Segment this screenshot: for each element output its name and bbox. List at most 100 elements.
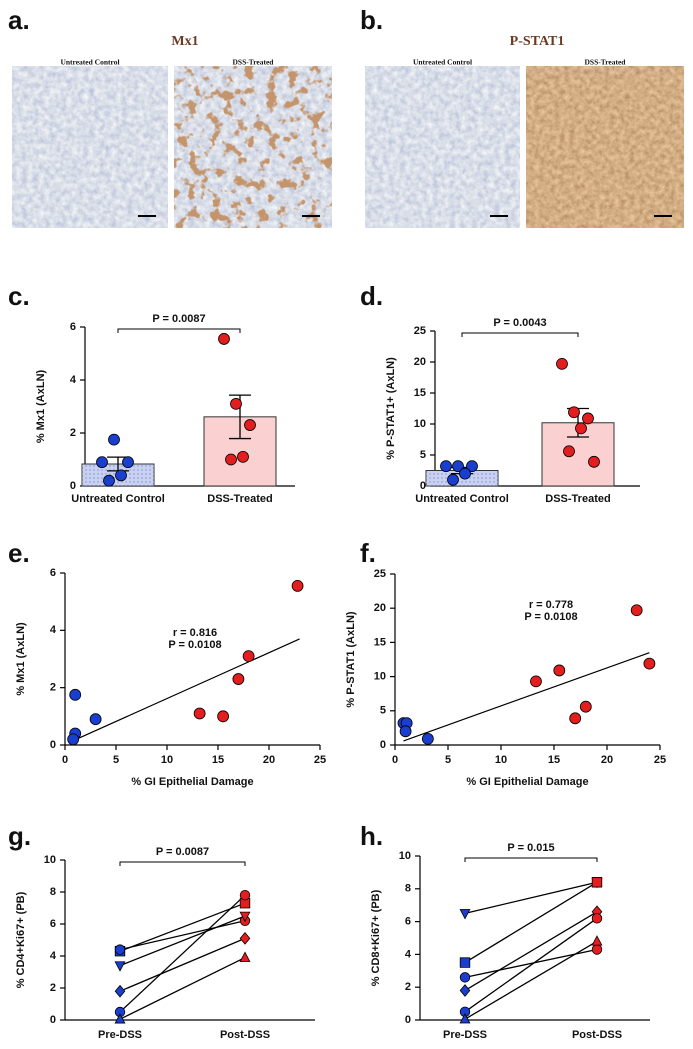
micrograph [365, 66, 520, 228]
data-point [291, 580, 304, 592]
data-point [122, 456, 134, 469]
y-tick-label: 10 [414, 418, 426, 430]
data-point [114, 984, 126, 998]
data-point [459, 972, 471, 983]
pair-line [464, 940, 598, 1020]
data-point [239, 951, 251, 962]
data-point [230, 397, 242, 410]
data-point [591, 913, 603, 924]
pair-line [119, 915, 246, 967]
x-tick-label: Pre-DSS [443, 1029, 487, 1041]
x-tick-label: 25 [314, 754, 326, 766]
data-point [563, 445, 575, 458]
data-point [579, 700, 592, 713]
y-tick-label: 2 [50, 682, 56, 694]
data-point [218, 333, 230, 345]
significance-bracket [119, 861, 246, 866]
annotation: P = 0.0108 [524, 611, 577, 623]
data-point [591, 877, 603, 888]
image-caption: Untreated Control [60, 58, 119, 67]
image-caption: DSS-Treated [233, 58, 275, 67]
data-point [459, 467, 471, 480]
pair-line [464, 917, 598, 1013]
data-point [115, 469, 127, 482]
y-tick-label: 6 [50, 918, 56, 930]
pair-line [119, 937, 246, 992]
y-tick-label: 8 [50, 886, 56, 898]
data-point [459, 1013, 471, 1024]
p-value: P = 0.0087 [152, 313, 205, 325]
x-tick-label: 5 [445, 754, 451, 766]
pair-line [464, 881, 598, 915]
y-axis-label: % P-STAT1+ (AxLN) [385, 357, 397, 460]
data-point [114, 944, 126, 955]
data-point [630, 604, 643, 617]
y-tick-label: 6 [70, 321, 76, 333]
fit-line [72, 638, 300, 742]
x-tick-label: 15 [212, 754, 224, 766]
y-tick-label: 4 [405, 948, 412, 960]
data-point [459, 909, 471, 920]
x-tick-label: 0 [392, 754, 398, 766]
y-tick-label: 25 [374, 568, 386, 580]
data-point [568, 406, 580, 419]
image-title: Mx1 [171, 34, 198, 49]
pair-line [119, 902, 246, 952]
x-tick-label: Post-DSS [220, 1029, 270, 1041]
data-point [575, 422, 587, 435]
data-point [239, 932, 251, 945]
x-tick-label: 10 [161, 754, 173, 766]
data-point [591, 944, 603, 955]
y-tick-label: 6 [405, 916, 411, 928]
data-point [440, 460, 452, 473]
y-tick-label: 10 [374, 671, 386, 683]
y-axis-label: % P-STAT1 (AxLN) [345, 611, 357, 707]
data-point [217, 710, 230, 723]
micrograph [526, 66, 684, 228]
micrograph-stain [174, 66, 332, 228]
data-point [114, 961, 126, 972]
annotation: r = 0.778 [529, 599, 573, 611]
data-point [67, 733, 80, 746]
data-point [459, 984, 471, 997]
image-caption: DSS-Treated [585, 58, 627, 67]
fit-line [403, 652, 650, 742]
data-point [459, 1006, 471, 1017]
data-point [582, 412, 594, 425]
x-axis-label: % GI Epithelial Damage [466, 776, 588, 788]
data-point [225, 453, 237, 466]
p-value: P = 0.015 [507, 842, 554, 854]
image-caption: Untreated Control [413, 58, 472, 67]
significance-bracket [464, 857, 598, 862]
data-point [103, 474, 115, 487]
data-point [239, 890, 251, 901]
data-point [69, 688, 82, 701]
x-tick-label: Pre-DSS [98, 1029, 142, 1041]
y-axis-label: % Mx1 (AxLN) [35, 369, 47, 443]
data-point [242, 650, 255, 663]
data-point [239, 911, 251, 923]
data-point [108, 433, 120, 446]
x-tick-label: 0 [62, 754, 68, 766]
significance-bracket [117, 328, 241, 333]
x-tick-label: Untreated Control [71, 493, 165, 505]
data-point [556, 357, 568, 370]
panel-letter: b. [360, 5, 383, 35]
annotation: r = 0.816 [173, 627, 217, 639]
pair-line [464, 911, 598, 992]
y-tick-label: 20 [414, 356, 426, 368]
panel-letter: f. [360, 538, 376, 568]
x-tick-label: DSS-Treated [207, 493, 272, 505]
y-tick-label: 0 [50, 739, 56, 751]
y-tick-label: 4 [70, 374, 77, 386]
data-point [244, 419, 256, 431]
x-tick-label: 5 [113, 754, 119, 766]
y-tick-label: 2 [70, 427, 76, 439]
x-tick-label: 20 [601, 754, 613, 766]
panel-letter: d. [360, 281, 383, 311]
x-tick-label: 15 [548, 754, 560, 766]
y-tick-label: 4 [50, 624, 57, 636]
y-tick-label: 20 [374, 602, 386, 614]
data-point [114, 1006, 126, 1018]
p-value: P = 0.0043 [493, 317, 546, 329]
